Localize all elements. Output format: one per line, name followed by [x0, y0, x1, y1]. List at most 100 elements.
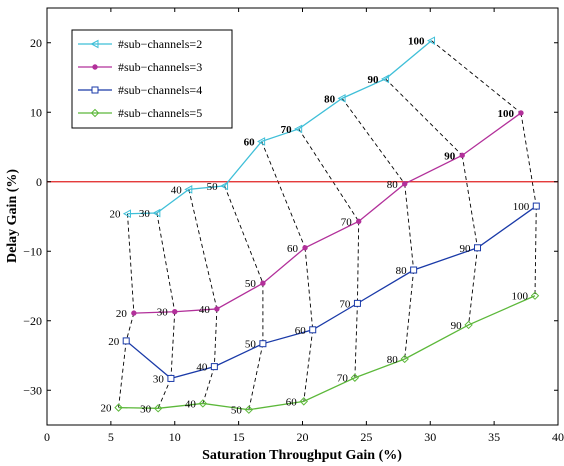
marker-diamond — [464, 320, 473, 330]
iso-dashed-line — [354, 303, 358, 378]
iso-label-dashed-lines — [118, 40, 537, 410]
marker-square — [210, 363, 218, 371]
x-tick-label: 35 — [488, 430, 500, 444]
marker-dot — [518, 110, 524, 116]
marker-square — [91, 86, 99, 94]
marker-triangle — [426, 36, 436, 46]
x-tick-label: 25 — [360, 430, 372, 444]
marker-triangle — [122, 209, 131, 219]
iso-dashed-line — [520, 112, 537, 207]
iso-dashed-line — [248, 343, 264, 410]
legend-box — [71, 29, 233, 129]
iso-dashed-line — [303, 329, 314, 402]
y-tick-label: −10 — [23, 244, 42, 258]
point-label: 30 — [153, 373, 165, 385]
marker-square — [167, 374, 175, 382]
point-label: 20 — [109, 209, 121, 221]
point-label: 100 — [512, 291, 529, 303]
iso-dashed-line — [157, 378, 172, 409]
axis-ticks: 0 5 10 15 20 25 30 35 40 −30 −20 −10 0 10 20 — [23, 8, 564, 444]
point-label: 70 — [281, 124, 293, 136]
point-label: 20 — [108, 336, 120, 348]
point-label: 80 — [324, 93, 336, 105]
point-label: 100 — [408, 36, 425, 48]
iso-dashed-line — [156, 212, 176, 312]
marker-diamond — [90, 108, 100, 118]
series-layer — [114, 36, 540, 414]
iso-dashed-line — [461, 155, 478, 248]
series-line-2 — [127, 40, 432, 215]
point-label: 30 — [140, 403, 152, 415]
marker-diamond — [198, 399, 208, 408]
iso-dashed-line — [404, 269, 415, 360]
point-label: 60 — [295, 325, 307, 337]
marker-square — [309, 326, 317, 334]
point-label: 50 — [245, 339, 257, 351]
marker-dot — [214, 306, 220, 312]
point-label: 100 — [513, 201, 530, 213]
legend-entry-label: #sub−channels=2 — [118, 37, 202, 51]
marker-square — [474, 244, 482, 252]
x-tick-label: 40 — [552, 430, 564, 444]
point-label: 60 — [244, 136, 256, 148]
point-label: 80 — [387, 179, 399, 191]
marker-dot — [92, 64, 98, 70]
iso-dashed-line — [404, 183, 415, 271]
iso-dashed-line — [224, 185, 264, 284]
point-label: 100 — [497, 108, 514, 120]
marker-dot — [172, 309, 178, 315]
marker-triangle — [337, 94, 346, 103]
iso-dashed-line — [341, 98, 406, 185]
marker-triangle — [257, 137, 266, 146]
marker-diamond — [153, 404, 163, 413]
point-label: 80 — [387, 354, 399, 366]
iso-dashed-line — [298, 128, 360, 222]
x-tick-label: 30 — [424, 430, 436, 444]
marker-square — [122, 337, 130, 345]
x-tick-label: 15 — [233, 430, 245, 444]
marker-diamond — [299, 397, 308, 406]
y-tick-label: −30 — [23, 383, 42, 397]
marker-diamond — [350, 373, 360, 382]
point-label: 60 — [287, 243, 299, 255]
iso-dashed-line — [127, 213, 135, 314]
marker-square — [259, 340, 267, 348]
x-tick-label: 0 — [44, 430, 50, 444]
point-label: 20 — [101, 403, 113, 415]
marker-triangle — [90, 39, 99, 49]
point-label: 30 — [157, 307, 169, 319]
marker-diamond — [530, 291, 540, 300]
iso-dashed-line — [125, 312, 135, 342]
x-tick-label: 5 — [108, 430, 114, 444]
marker-triangle — [184, 185, 193, 194]
iso-dashed-line — [431, 40, 522, 114]
marker-square — [353, 299, 361, 307]
x-tick-label: 10 — [169, 430, 181, 444]
point-label: 40 — [199, 304, 211, 316]
marker-square — [410, 266, 418, 274]
legend-entry-label: #sub−channels=5 — [118, 106, 202, 120]
y-tick-label: 10 — [30, 105, 42, 119]
marker-triangle — [152, 208, 161, 218]
marker-dot — [260, 280, 266, 286]
marker-dot — [402, 181, 408, 187]
point-label: 20 — [116, 308, 128, 320]
point-labels-layer: 20 30 40 50 60 70 80 90 100 20 30 40 50 60 70 80 90 100 20… — [101, 36, 530, 417]
marker-triangle — [380, 74, 390, 84]
legend-entry-label: #sub−channels=4 — [118, 83, 202, 97]
y-tick-label: 0 — [36, 175, 42, 189]
point-label: 60 — [286, 396, 298, 408]
point-label: 70 — [339, 298, 351, 310]
point-label: 70 — [341, 216, 353, 228]
iso-dashed-line — [261, 141, 306, 248]
x-axis-label: Saturation Throughput Gain (%) — [202, 448, 402, 463]
point-label: 50 — [231, 405, 243, 417]
marker-dot — [459, 152, 465, 159]
series-line-5 — [118, 295, 536, 411]
point-label: 90 — [444, 150, 456, 162]
marker-diamond — [114, 403, 123, 412]
point-label: 30 — [139, 208, 151, 220]
marker-diamond — [400, 354, 409, 364]
point-label: 90 — [451, 320, 463, 332]
